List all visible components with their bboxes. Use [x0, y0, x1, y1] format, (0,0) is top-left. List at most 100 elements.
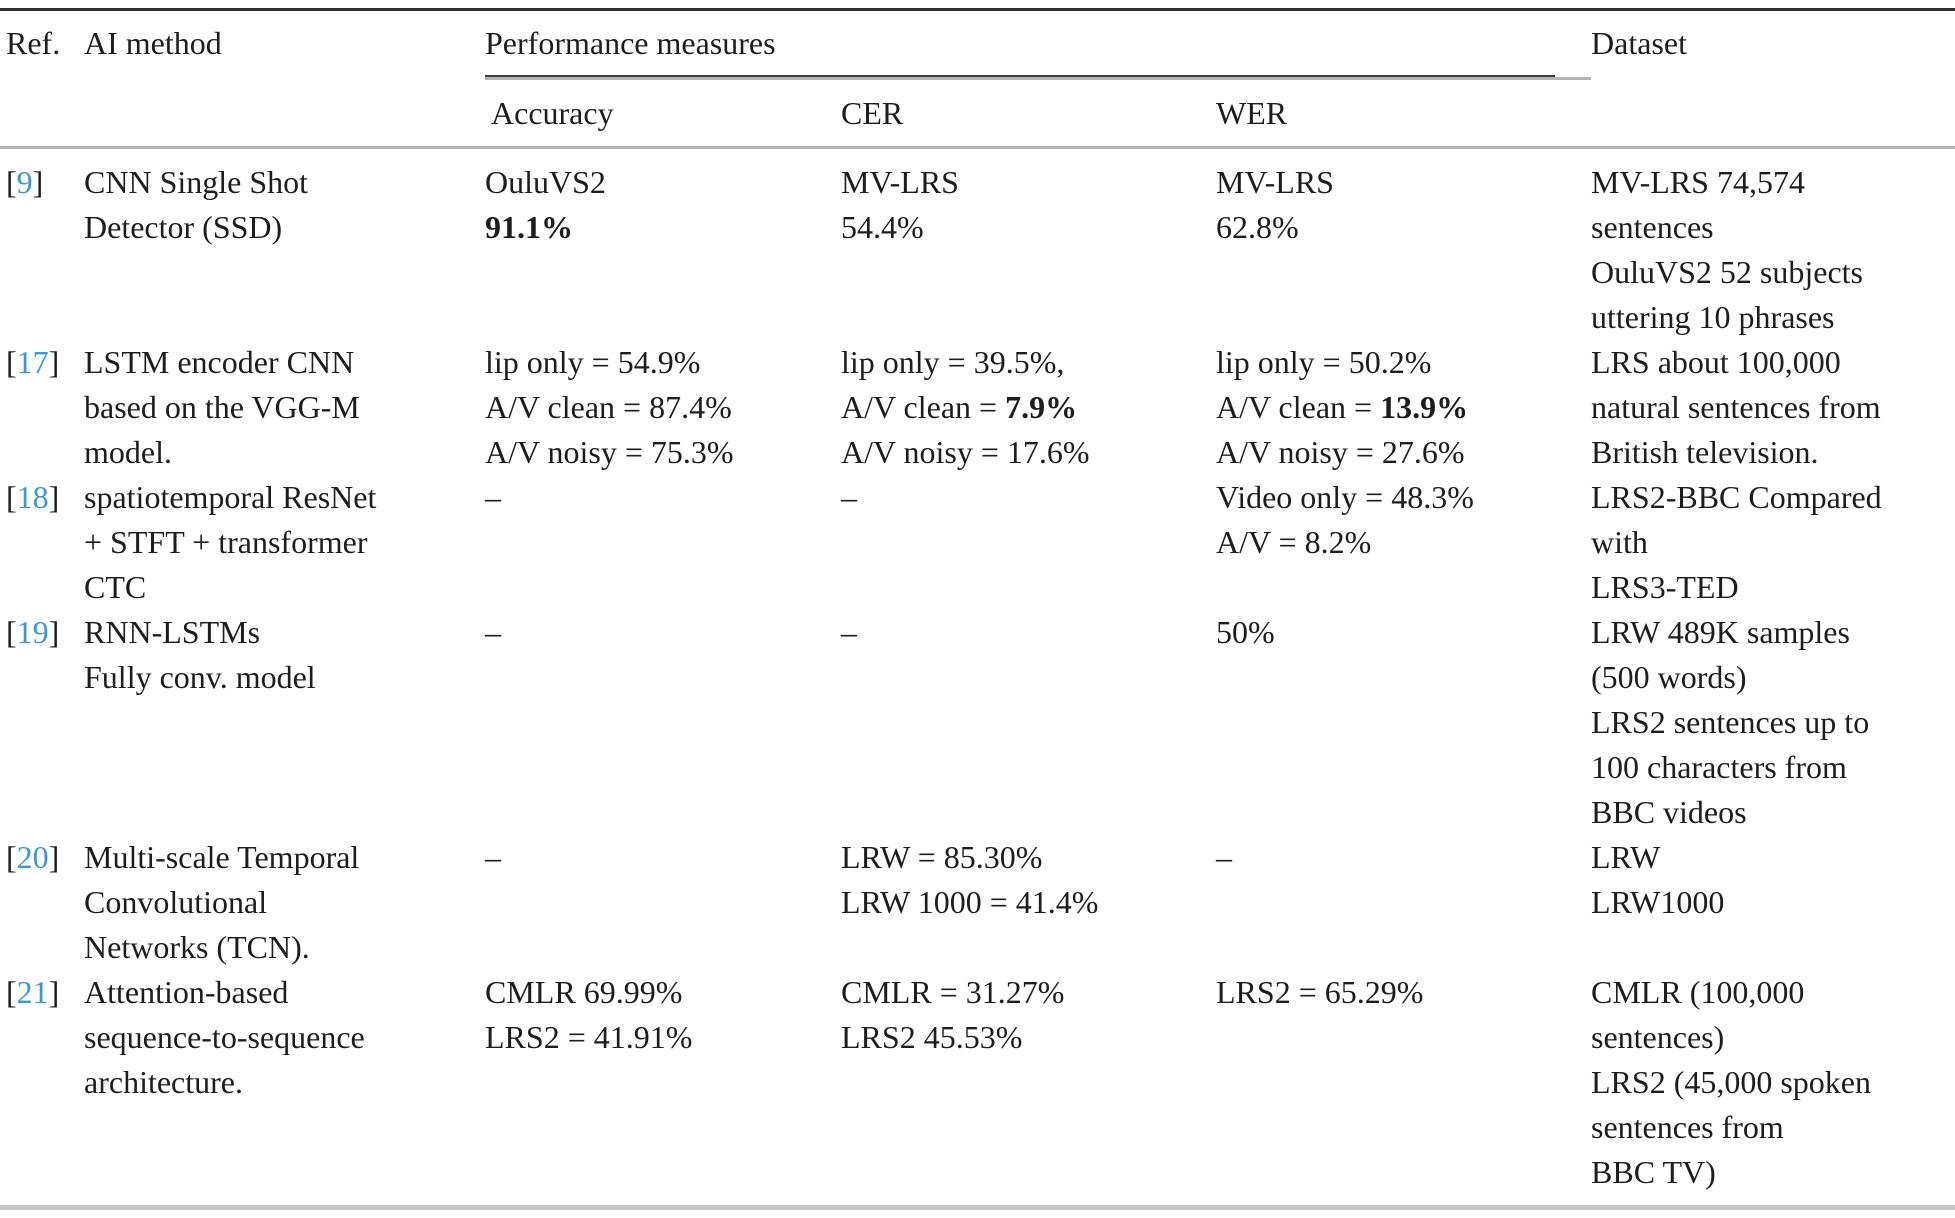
text-segment: [: [6, 164, 17, 200]
cell-line: CMLR 69.99%: [485, 970, 835, 1015]
ref-cell: [18]: [0, 475, 84, 610]
text-segment: A/V clean =: [1216, 389, 1381, 425]
cell-line: LRW = 85.30%: [841, 835, 1210, 880]
cell-line: natural sentences from: [1591, 385, 1949, 430]
cell-line: [17]: [6, 340, 78, 385]
cell-line: LRW1000: [1591, 880, 1949, 925]
cell-line: LRW 489K samples: [1591, 610, 1949, 655]
cell-line: LRS3-TED: [1591, 565, 1949, 610]
dataset-cell: CMLR (100,000 sentences) LRS2 (45,000 spok…: [1591, 970, 1955, 1208]
reference-link[interactable]: 9: [16, 164, 33, 200]
text-segment: ]: [48, 839, 60, 875]
wer-cell: MV-LRS 62.8%: [1216, 148, 1591, 341]
text-segment: LRS3-TED: [1591, 569, 1739, 605]
cell-line: MV-LRS 74,574: [1591, 160, 1949, 205]
cell-line: RNN-LSTMs: [84, 610, 479, 655]
wer-cell: lip only = 50.2% A/V clean = 13.9% A/V noi…: [1216, 340, 1591, 475]
cell-line: A/V clean = 13.9%: [1216, 385, 1585, 430]
reference-link[interactable]: 18: [16, 479, 49, 515]
reference-link[interactable]: 19: [16, 614, 49, 650]
table-row: [20] Multi-scale Temporal Convolutional Net…: [0, 835, 1955, 970]
cell-line: LRW: [1591, 835, 1949, 880]
cell-line: [20]: [6, 835, 78, 880]
cell-line: + STFT + transformer: [84, 520, 479, 565]
table-header: Ref. AI method Performance measures Data…: [0, 9, 1955, 149]
text-segment: A/V clean = 87.4%: [485, 389, 732, 425]
text-segment: –: [841, 479, 857, 515]
text-segment: ]: [48, 344, 60, 380]
wer-cell: LRS2 = 65.29%: [1216, 970, 1591, 1208]
table-row: [17] LSTM encoder CNN based on the VGG-M mo…: [0, 340, 1955, 475]
cell-line: A/V = 8.2%: [1216, 520, 1585, 565]
text-segment: A/V noisy = 17.6%: [841, 434, 1090, 470]
performance-measures-label: Performance measures: [485, 21, 1555, 77]
text-segment: BBC TV): [1591, 1154, 1716, 1190]
cell-line: uttering 10 phrases: [1591, 295, 1949, 340]
column-header-accuracy: Accuracy: [485, 78, 841, 149]
text-segment: MV-LRS: [841, 164, 959, 200]
cell-line: MV-LRS: [1216, 160, 1585, 205]
text-segment: + STFT + transformer: [84, 524, 368, 560]
text-segment: LRW: [1591, 839, 1661, 875]
text-segment: ]: [48, 974, 60, 1010]
cell-line: OuluVS2 52 subjects: [1591, 250, 1949, 295]
text-segment: 13.9%: [1380, 389, 1469, 425]
dataset-cell: LRS about 100,000 natural sentences from B…: [1591, 340, 1955, 475]
text-segment: MV-LRS 74,574: [1591, 164, 1805, 200]
cer-cell: lip only = 39.5%, A/V clean = 7.9% A/V noi…: [841, 340, 1216, 475]
cell-line: A/V clean = 7.9%: [841, 385, 1210, 430]
text-segment: LRS2 45.53%: [841, 1019, 1023, 1055]
text-segment: Video only = 48.3%: [1216, 479, 1474, 515]
reference-link[interactable]: 21: [16, 974, 49, 1010]
text-segment: BBC videos: [1591, 794, 1747, 830]
cell-line: Attention-based: [84, 970, 479, 1015]
text-segment: LRS2 = 41.91%: [485, 1019, 693, 1055]
text-segment: A/V noisy = 27.6%: [1216, 434, 1465, 470]
cell-line: lip only = 54.9%: [485, 340, 835, 385]
cell-line: [9]: [6, 160, 78, 205]
cer-cell: LRW = 85.30% LRW 1000 = 41.4%: [841, 835, 1216, 970]
text-segment: lip only = 54.9%: [485, 344, 701, 380]
accuracy-cell: –: [485, 475, 841, 610]
cell-line: spatiotemporal ResNet: [84, 475, 479, 520]
text-segment: LRS2 sentences up to: [1591, 704, 1870, 740]
text-segment: –: [1216, 839, 1232, 875]
text-segment: ]: [48, 614, 60, 650]
text-segment: MV-LRS: [1216, 164, 1334, 200]
column-header-wer: WER: [1216, 78, 1591, 149]
text-segment: –: [485, 479, 501, 515]
cell-line: [19]: [6, 610, 78, 655]
method-cell: RNN-LSTMs Fully conv. model: [84, 610, 485, 835]
cell-line: architecture.: [84, 1060, 479, 1105]
cell-line: Fully conv. model: [84, 655, 479, 700]
cell-line: 50%: [1216, 610, 1585, 655]
cell-line: British television.: [1591, 430, 1949, 475]
ai-methods-comparison-table: Ref. AI method Performance measures Data…: [0, 8, 1955, 1210]
text-segment: LRW1000: [1591, 884, 1725, 920]
text-segment: A/V clean =: [841, 389, 1006, 425]
text-segment: A/V = 8.2%: [1216, 524, 1372, 560]
cell-line: sentences from: [1591, 1105, 1949, 1150]
cell-line: 91.1%: [485, 205, 835, 250]
accuracy-cell: –: [485, 610, 841, 835]
dataset-cell: LRW LRW1000: [1591, 835, 1955, 970]
text-segment: Networks (TCN).: [84, 929, 310, 965]
text-segment: Fully conv. model: [84, 659, 316, 695]
reference-link[interactable]: 17: [16, 344, 49, 380]
table-row: [21] Attention-based sequence-to-sequence a…: [0, 970, 1955, 1208]
text-segment: LRW = 85.30%: [841, 839, 1043, 875]
reference-link[interactable]: 20: [16, 839, 49, 875]
text-segment: [: [6, 839, 17, 875]
accuracy-cell: OuluVS2 91.1%: [485, 148, 841, 341]
wer-cell: 50%: [1216, 610, 1591, 835]
method-cell: Multi-scale Temporal Convolutional Network…: [84, 835, 485, 970]
text-segment: LRS2 = 65.29%: [1216, 974, 1424, 1010]
cell-line: MV-LRS: [841, 160, 1210, 205]
cell-line: CTC: [84, 565, 479, 610]
accuracy-cell: –: [485, 835, 841, 970]
cell-line: based on the VGG-M: [84, 385, 479, 430]
text-segment: A/V noisy = 75.3%: [485, 434, 734, 470]
cell-line: CMLR = 31.27%: [841, 970, 1210, 1015]
text-segment: spatiotemporal ResNet: [84, 479, 377, 515]
cell-line: Video only = 48.3%: [1216, 475, 1585, 520]
